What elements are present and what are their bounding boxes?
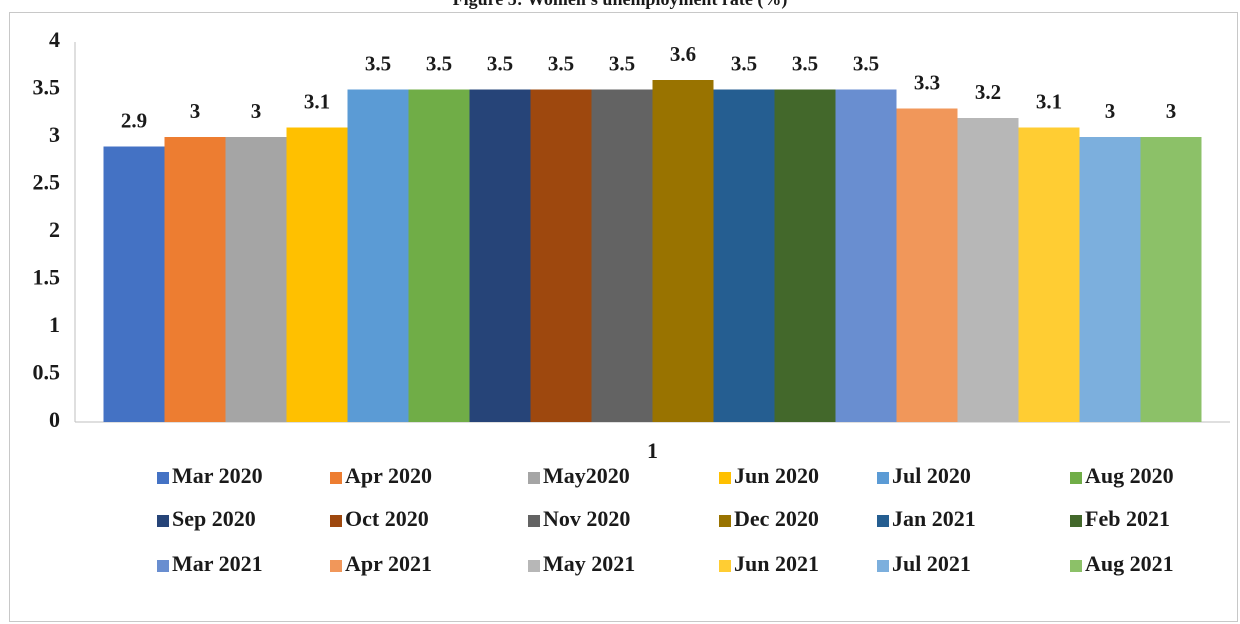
legend-swatch	[157, 472, 169, 484]
legend-label: Apr 2021	[345, 551, 432, 576]
bar	[591, 89, 653, 422]
y-tick-label: 2	[49, 217, 60, 242]
legend-swatch	[877, 560, 889, 572]
data-label: 3.5	[731, 51, 757, 75]
legend-label: May 2021	[543, 551, 635, 576]
legend-swatch	[528, 560, 540, 572]
y-tick-label: 4	[49, 27, 60, 52]
legend-label: Aug 2020	[1085, 463, 1174, 488]
data-label: 3.5	[792, 51, 818, 75]
bar	[1018, 127, 1080, 422]
legend-swatch	[528, 515, 540, 527]
legend-swatch	[157, 560, 169, 572]
data-label: 3	[251, 99, 262, 123]
data-label: 3	[1105, 99, 1116, 123]
data-label: 3.5	[365, 51, 391, 75]
chart-border	[9, 12, 1238, 622]
bar	[286, 127, 348, 422]
legend-label: Nov 2020	[543, 506, 630, 531]
y-tick-label: 2.5	[33, 170, 61, 195]
bar	[408, 89, 470, 422]
legend-label: Aug 2021	[1085, 551, 1174, 576]
bar	[896, 108, 958, 422]
bar	[347, 89, 409, 422]
data-label: 3.5	[487, 51, 513, 75]
data-label: 3.6	[670, 42, 696, 66]
legend-swatch	[719, 560, 731, 572]
data-label: 3.5	[548, 51, 574, 75]
data-label: 3.1	[304, 89, 330, 113]
legend-label: Dec 2020	[734, 506, 819, 531]
legend-label: Feb 2021	[1085, 506, 1170, 531]
y-tick-label: 1	[49, 312, 60, 337]
x-tick-label: 1	[647, 438, 658, 463]
legend-swatch	[877, 472, 889, 484]
y-tick-label: 0.5	[33, 360, 61, 385]
legend-swatch	[1070, 560, 1082, 572]
legend-swatch	[330, 560, 342, 572]
data-label: 3.2	[975, 80, 1001, 104]
legend-swatch	[157, 515, 169, 527]
legend-label: Jun 2020	[734, 463, 819, 488]
data-label: 2.9	[121, 108, 147, 132]
legend-label: May2020	[543, 463, 630, 488]
bar	[1140, 137, 1202, 422]
legend-label: Oct 2020	[345, 506, 429, 531]
bar	[225, 137, 287, 422]
data-label: 3.3	[914, 70, 940, 94]
data-label: 3	[190, 99, 201, 123]
bar	[103, 146, 165, 422]
bar	[713, 89, 775, 422]
data-label: 3.5	[853, 51, 879, 75]
legend-swatch	[719, 472, 731, 484]
legend-label: Apr 2020	[345, 463, 432, 488]
legend-label: Jul 2020	[892, 463, 971, 488]
legend-label: Jan 2021	[892, 506, 976, 531]
legend-swatch	[719, 515, 731, 527]
legend-label: Mar 2020	[172, 463, 263, 488]
y-tick-label: 0	[49, 407, 60, 432]
legend-swatch	[1070, 515, 1082, 527]
y-tick-label: 3	[49, 122, 60, 147]
bar	[957, 118, 1019, 422]
bar	[469, 89, 531, 422]
data-label: 3.5	[426, 51, 452, 75]
legend-label: Jul 2021	[892, 551, 971, 576]
data-label: 3.1	[1036, 89, 1062, 113]
bar	[835, 89, 897, 422]
legend-label: Jun 2021	[734, 551, 819, 576]
data-label: 3	[1166, 99, 1177, 123]
legend-label: Mar 2021	[172, 551, 263, 576]
legend-swatch	[330, 472, 342, 484]
legend-swatch	[877, 515, 889, 527]
bar	[774, 89, 836, 422]
chart-title: Figure 5: Women's unemployment rate (%)	[453, 0, 788, 10]
y-tick-label: 3.5	[33, 75, 61, 100]
bar	[530, 89, 592, 422]
legend-swatch	[528, 472, 540, 484]
bar	[652, 80, 714, 422]
y-tick-label: 1.5	[33, 265, 61, 290]
data-label: 3.5	[609, 51, 635, 75]
bar	[1079, 137, 1141, 422]
bar	[164, 137, 226, 422]
legend-swatch	[1070, 472, 1082, 484]
legend-label: Sep 2020	[172, 506, 256, 531]
legend-swatch	[330, 515, 342, 527]
